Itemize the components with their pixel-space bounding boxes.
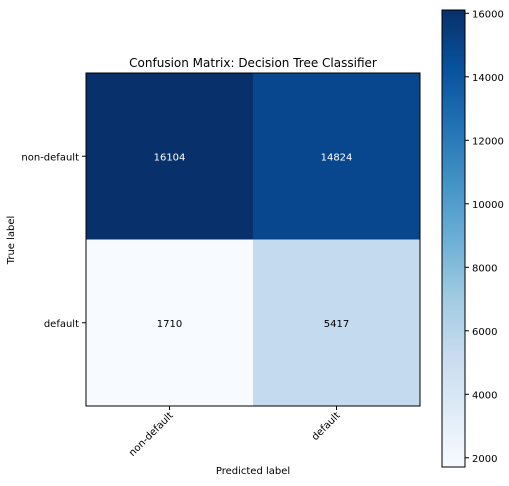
cell-value-label: 1710	[157, 319, 182, 330]
heatmap-cell	[86, 239, 253, 406]
heatmap-cell	[86, 73, 253, 240]
plot-frame	[85, 72, 421, 407]
heatmap-cell	[253, 239, 420, 406]
x-axis-ticks: non-default default	[127, 406, 343, 459]
colorbar	[441, 9, 466, 468]
cell-value-label: 14824	[321, 152, 353, 163]
x-tick-label: default	[310, 410, 343, 443]
x-axis-label: Predicted label	[216, 466, 290, 477]
colorbar-tick-label: 8000	[472, 263, 497, 274]
cell-value-label: 5417	[324, 319, 349, 330]
y-tick-label: non-default	[21, 152, 79, 163]
x-tick-label: non-default	[127, 410, 176, 459]
colorbar-tick-label: 2000	[472, 454, 497, 465]
y-axis-ticks: non-default default	[21, 152, 86, 330]
colorbar-tick-label: 16000	[472, 9, 504, 20]
cell-value-label: 16104	[154, 152, 186, 163]
colorbar-tick-label: 12000	[472, 136, 504, 147]
y-tick-label: default	[44, 319, 79, 330]
heatmap-cell	[253, 73, 420, 240]
colorbar-ticks: 2000 4000 6000 8000 10000 12000 14000 16000	[465, 9, 504, 465]
y-axis-label: True label	[6, 216, 17, 266]
colorbar-tick-label: 10000	[472, 200, 504, 211]
heatmap-cells	[86, 73, 420, 406]
chart-title: Confusion Matrix: Decision Tree Classifi…	[129, 56, 377, 70]
heatmap-cell-labels: 16104 14824 1710 5417	[154, 152, 353, 330]
colorbar-tick-label: 14000	[472, 73, 504, 84]
colorbar-tick-label: 6000	[472, 327, 497, 338]
colorbar-tick-label: 4000	[472, 390, 497, 401]
